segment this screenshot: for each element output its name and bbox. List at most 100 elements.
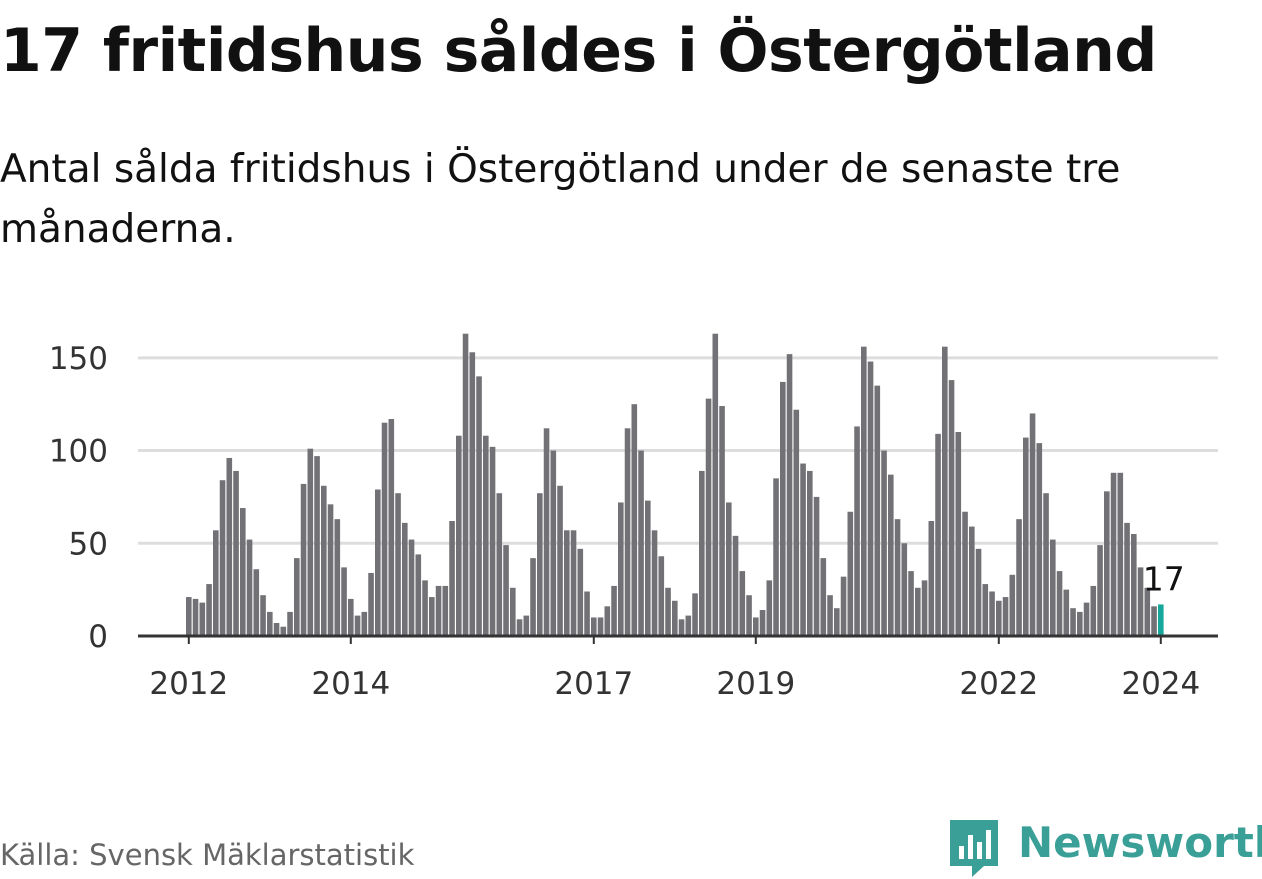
bar xyxy=(928,521,935,636)
bar xyxy=(827,595,833,636)
bar xyxy=(712,333,719,636)
bar xyxy=(219,480,226,636)
bar xyxy=(442,585,449,636)
bar xyxy=(267,611,273,636)
bar xyxy=(537,493,543,636)
bar xyxy=(692,593,698,636)
bar xyxy=(881,450,887,636)
bar xyxy=(375,489,381,636)
x-tick-label: 2012 xyxy=(149,666,228,702)
bar xyxy=(388,419,395,636)
bar xyxy=(935,433,941,636)
bar xyxy=(354,615,361,636)
bar xyxy=(618,502,624,636)
bar xyxy=(732,535,739,636)
y-tick-label: 150 xyxy=(49,341,108,377)
bar xyxy=(631,404,638,636)
bar xyxy=(510,587,516,636)
bar xyxy=(867,361,874,636)
x-tick-label: 2014 xyxy=(311,666,390,702)
bar xyxy=(1104,491,1110,636)
bar xyxy=(611,585,617,636)
bar xyxy=(685,615,692,636)
bar xyxy=(530,558,536,636)
bar xyxy=(780,381,786,636)
bar xyxy=(1144,587,1151,636)
bar xyxy=(759,610,766,636)
bar xyxy=(921,580,928,636)
bar xyxy=(1117,472,1124,636)
bar xyxy=(1110,472,1117,636)
bar xyxy=(327,504,334,636)
bar xyxy=(462,333,469,636)
bar xyxy=(786,354,793,636)
bar xyxy=(1050,539,1056,636)
y-tick-label: 0 xyxy=(88,619,108,655)
bar xyxy=(793,409,800,636)
bar xyxy=(1090,585,1097,636)
bar xyxy=(1063,589,1070,636)
bar xyxy=(1023,437,1029,636)
bar xyxy=(597,617,604,636)
bar xyxy=(672,600,678,636)
bar xyxy=(699,470,705,636)
bar xyxy=(1043,493,1049,636)
bar xyxy=(800,463,806,636)
bar xyxy=(813,496,820,636)
bar xyxy=(604,606,611,636)
bar xyxy=(435,585,442,636)
bar xyxy=(591,617,597,636)
bar xyxy=(908,571,914,636)
bar xyxy=(638,450,644,636)
bar xyxy=(948,380,955,636)
source-note: Källa: Svensk Mäklarstatistik xyxy=(0,838,415,872)
bar xyxy=(989,591,995,636)
bar xyxy=(408,539,415,636)
bar xyxy=(192,598,199,636)
bar xyxy=(1016,519,1022,636)
bar xyxy=(1083,602,1090,636)
bar xyxy=(624,428,631,636)
bar xyxy=(1009,574,1016,636)
bar xyxy=(584,591,590,636)
bar xyxy=(449,521,455,636)
bar xyxy=(1029,413,1036,636)
bar xyxy=(847,511,854,636)
bar xyxy=(260,595,266,636)
bar xyxy=(820,558,827,636)
bar xyxy=(1097,545,1103,636)
chart-title: 17 fritidshus såldes i Östergötland xyxy=(0,16,1157,86)
bar xyxy=(678,619,685,636)
bar xyxy=(766,580,773,636)
bars xyxy=(186,333,1164,636)
bar xyxy=(307,448,314,636)
bar xyxy=(854,426,860,636)
bar xyxy=(402,522,408,636)
bar-highlight xyxy=(1158,604,1164,636)
bar xyxy=(348,598,354,636)
bar xyxy=(840,576,847,636)
bar xyxy=(300,483,307,636)
bar xyxy=(503,545,509,636)
bar xyxy=(1151,606,1157,636)
bar xyxy=(564,530,570,636)
bar xyxy=(186,597,192,636)
bar xyxy=(577,548,584,636)
bar xyxy=(773,478,779,636)
bar xyxy=(1002,597,1009,636)
bar xyxy=(314,456,320,636)
bar xyxy=(543,428,550,636)
bar xyxy=(982,584,989,636)
bar xyxy=(476,376,482,636)
bar xyxy=(1070,608,1076,636)
bar xyxy=(523,615,530,636)
y-axis-labels: 0 50 100 150 xyxy=(49,341,108,655)
bar xyxy=(861,346,867,636)
bar xyxy=(415,554,422,636)
x-tick-label: 2022 xyxy=(959,666,1038,702)
bar xyxy=(705,398,712,636)
bar xyxy=(969,526,975,636)
x-tick-label: 2019 xyxy=(716,666,795,702)
bar xyxy=(942,346,948,636)
bar xyxy=(199,602,206,636)
